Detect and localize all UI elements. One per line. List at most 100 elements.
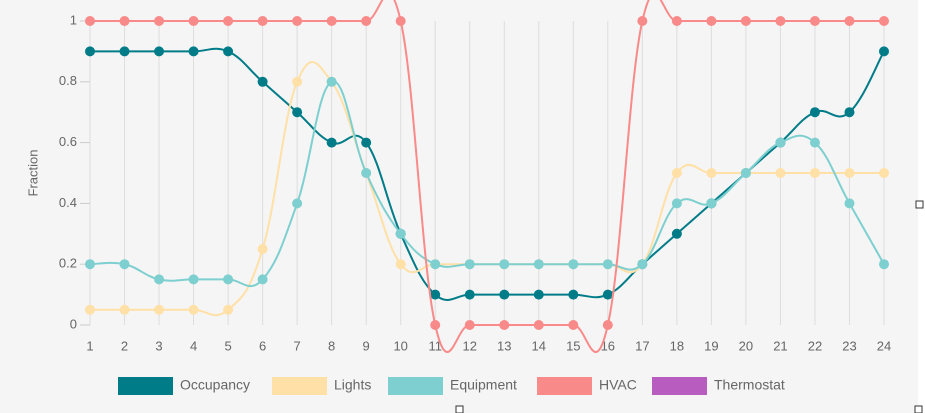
data-point [326,137,337,148]
legend-label: Lights [334,377,371,393]
data-point [188,304,199,315]
legend-label: Occupancy [180,377,250,393]
data-point [533,289,544,300]
data-point [257,274,268,285]
data-point [154,46,165,57]
data-point [85,16,95,26]
resize-handle [915,200,924,209]
data-point [602,320,613,330]
x-tick-label: 5 [224,338,231,353]
data-point [568,259,579,270]
x-tick-label: 23 [842,338,856,353]
data-point [809,168,820,178]
data-point [326,16,337,26]
legend-swatch [652,377,707,395]
x-tick-label: 18 [670,338,684,353]
data-point [706,16,717,26]
data-point [361,137,372,148]
x-tick-label: 21 [773,338,787,353]
x-tick-label: 15 [566,338,580,353]
data-point [499,320,510,330]
data-point [85,46,95,57]
data-point [740,168,751,178]
data-point [119,259,130,270]
legend-label: Thermostat [714,377,785,393]
data-point [85,304,95,315]
data-point [879,168,889,178]
x-tick-label: 10 [393,338,407,353]
y-tick-label: 0.4 [59,195,77,210]
data-point [809,16,820,26]
x-tick-label: 16 [601,338,615,353]
data-point [809,137,820,148]
data-point [775,16,786,26]
legend-label: HVAC [599,377,637,393]
data-point [533,320,544,330]
x-tick-label: 24 [877,338,891,353]
data-point [464,320,475,330]
data-point [602,259,613,270]
x-tick-label: 22 [808,338,822,353]
data-point [740,16,751,26]
data-point [499,289,510,300]
data-point [430,289,441,300]
data-point [637,259,648,270]
x-tick-label: 6 [259,338,266,353]
data-point [706,168,717,178]
data-point [85,259,95,270]
x-tick-label: 17 [635,338,649,353]
data-point [671,228,682,239]
data-point [464,259,475,270]
data-point [395,259,406,270]
data-point [706,198,717,209]
data-point [223,304,234,315]
x-tick-label: 19 [704,338,718,353]
data-point [671,16,682,26]
data-point [257,16,268,26]
data-point [361,168,372,178]
y-tick-label: 1 [70,12,77,27]
data-point [154,16,165,26]
series-line [90,0,884,354]
data-point [119,304,130,315]
x-tick-label: 2 [121,338,128,353]
data-point [119,16,130,26]
data-point [395,16,406,26]
x-tick-label: 9 [363,338,370,353]
x-tick-label: 13 [497,338,511,353]
legend-swatch [272,377,327,395]
data-point [257,244,268,254]
y-tick-label: 0 [70,316,77,331]
x-tick-label: 14 [532,338,546,353]
data-point [223,16,234,26]
data-point [568,289,579,300]
data-point [154,304,165,315]
data-point [292,107,303,118]
data-point [292,198,303,209]
data-point [775,137,786,148]
data-point [188,274,199,285]
data-point [809,107,820,118]
legend-swatch [537,377,592,395]
data-point [223,46,234,57]
data-point [188,16,199,26]
x-tick-label: 11 [428,338,442,353]
data-point [879,46,889,57]
data-point [430,320,441,330]
data-point [637,16,648,26]
data-point [292,16,303,26]
data-point [844,107,855,118]
data-point [223,274,234,285]
data-point [361,16,372,26]
data-point [154,274,165,285]
x-tick-label: 7 [294,338,301,353]
data-point [844,168,855,178]
data-point [430,259,441,270]
data-point [533,259,544,270]
legend-swatch [118,377,173,395]
x-tick-label: 1 [86,338,93,353]
y-tick-label: 0.8 [59,73,77,88]
legend-label: Equipment [450,377,517,393]
